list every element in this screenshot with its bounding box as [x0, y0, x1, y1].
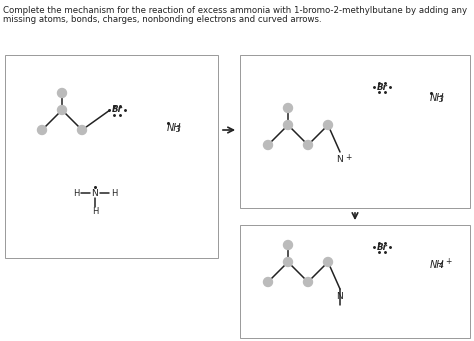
Text: H: H	[73, 189, 79, 197]
Text: +: +	[445, 256, 451, 266]
Circle shape	[264, 140, 273, 149]
Circle shape	[283, 120, 292, 130]
Circle shape	[37, 125, 46, 134]
Text: missing atoms, bonds, charges, nonbonding electrons and curved arrows.: missing atoms, bonds, charges, nonbondin…	[3, 15, 322, 24]
Text: +: +	[345, 153, 351, 162]
Circle shape	[323, 257, 332, 267]
Text: 3: 3	[439, 94, 444, 104]
Circle shape	[283, 104, 292, 113]
Circle shape	[57, 105, 66, 115]
Text: Complete the mechanism for the reaction of excess ammonia with 1-bromo-2-methylb: Complete the mechanism for the reaction …	[3, 6, 467, 15]
Text: 4: 4	[439, 262, 444, 270]
Text: 3: 3	[176, 124, 181, 133]
Circle shape	[283, 240, 292, 250]
Circle shape	[323, 120, 332, 130]
Bar	[240, 55, 470, 208]
Text: N: N	[337, 155, 343, 164]
Bar	[240, 225, 470, 338]
Text: NH: NH	[430, 93, 445, 103]
Text: NH: NH	[167, 123, 182, 133]
Text: NH: NH	[430, 260, 445, 270]
Text: N: N	[337, 292, 343, 301]
Text: H: H	[92, 208, 98, 217]
Text: Br: Br	[376, 242, 387, 252]
Circle shape	[78, 125, 86, 134]
Text: Br: Br	[111, 105, 122, 115]
Bar	[5, 55, 218, 258]
Circle shape	[57, 89, 66, 98]
Circle shape	[264, 278, 273, 286]
Circle shape	[303, 278, 312, 286]
Text: H: H	[111, 189, 117, 197]
Text: N: N	[91, 189, 99, 197]
Text: Br: Br	[376, 83, 387, 91]
Circle shape	[283, 257, 292, 267]
Circle shape	[303, 140, 312, 149]
